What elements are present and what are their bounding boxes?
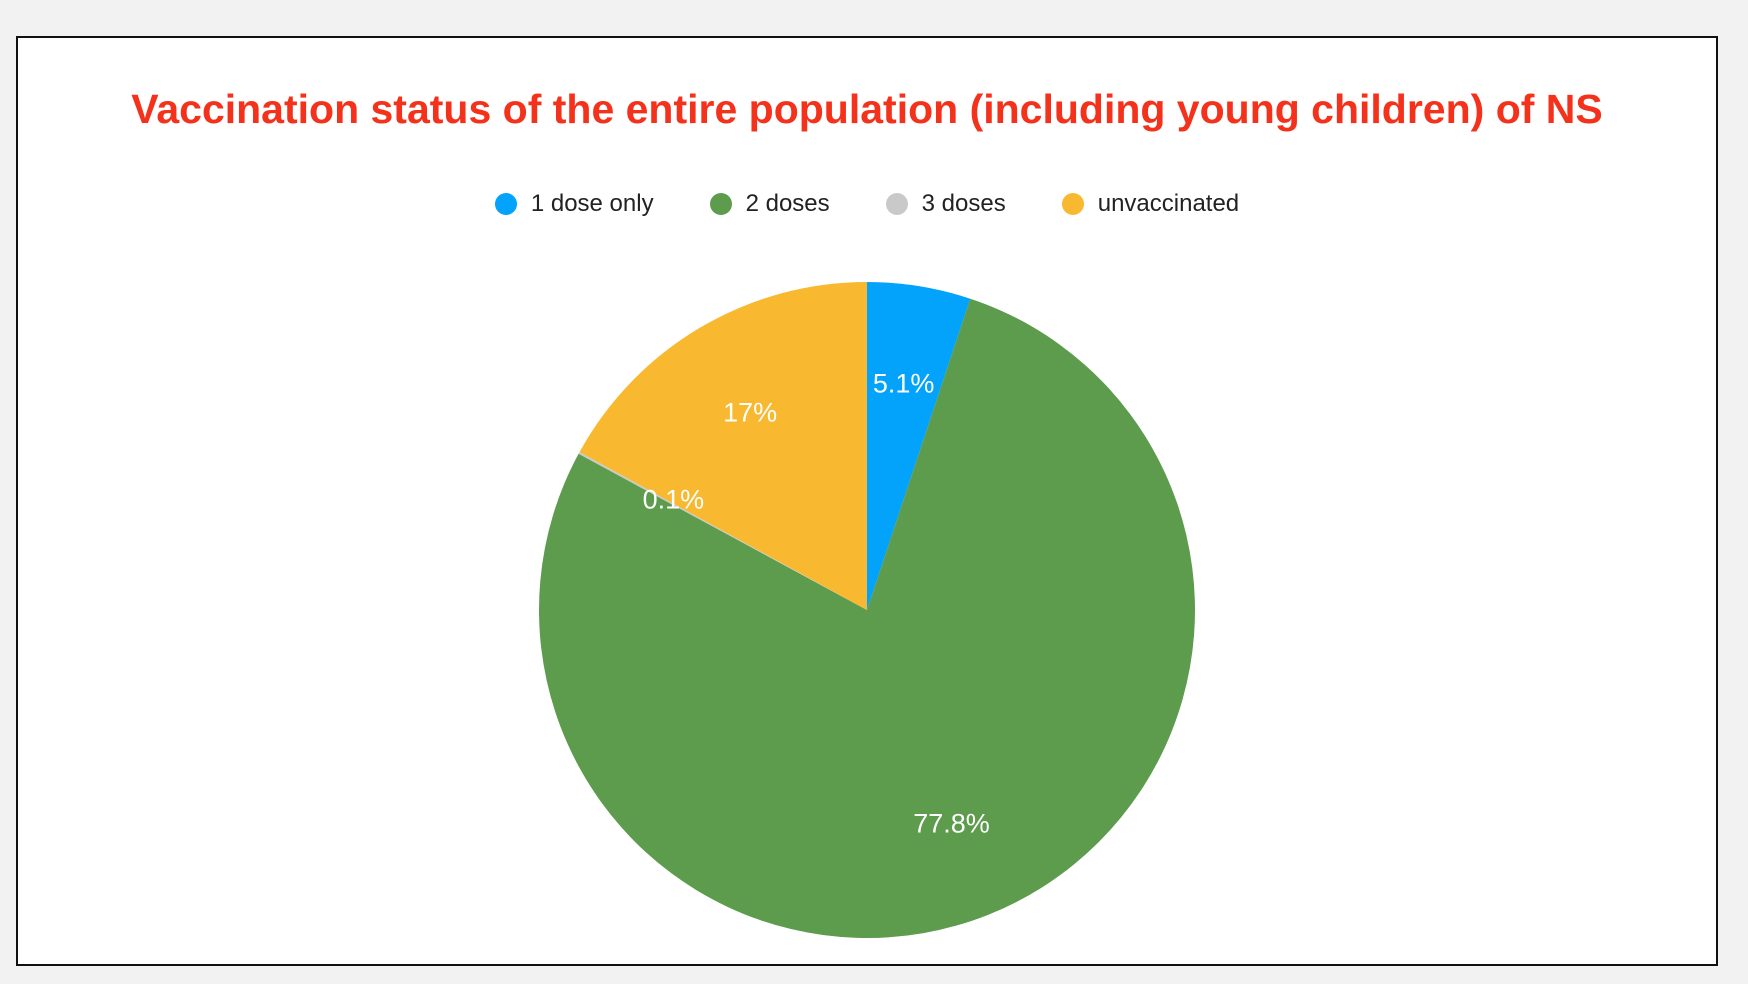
legend-item[interactable]: unvaccinated [1061,190,1240,218]
legend-swatch [885,193,908,215]
slice-data-label: 17% [723,397,777,427]
pie-slice[interactable] [579,282,867,610]
slice-data-label: 5.1% [873,368,935,398]
pie-slice[interactable] [867,282,971,610]
legend-label: unvaccinated [1097,190,1240,217]
legend: 1 dose only 2 doses 3 doses unvaccinated [18,190,1716,218]
legend-label: 3 doses [921,190,1006,217]
legend-label: 2 doses [745,190,830,217]
legend-swatch [709,193,732,215]
legend-swatch [1061,193,1084,215]
slice-data-label: 77.8% [913,808,990,838]
legend-label: 1 dose only [530,190,654,217]
legend-item[interactable]: 2 doses [709,190,830,218]
chart-title: Vaccination status of the entire populat… [131,86,1603,132]
legend-item[interactable]: 3 doses [885,190,1006,218]
pie-slice[interactable] [538,298,1195,938]
legend-item[interactable]: 1 dose only [494,190,654,218]
pie-slice[interactable] [578,451,867,610]
slice-data-label: 0.1% [643,484,705,514]
legend-swatch [494,193,517,215]
